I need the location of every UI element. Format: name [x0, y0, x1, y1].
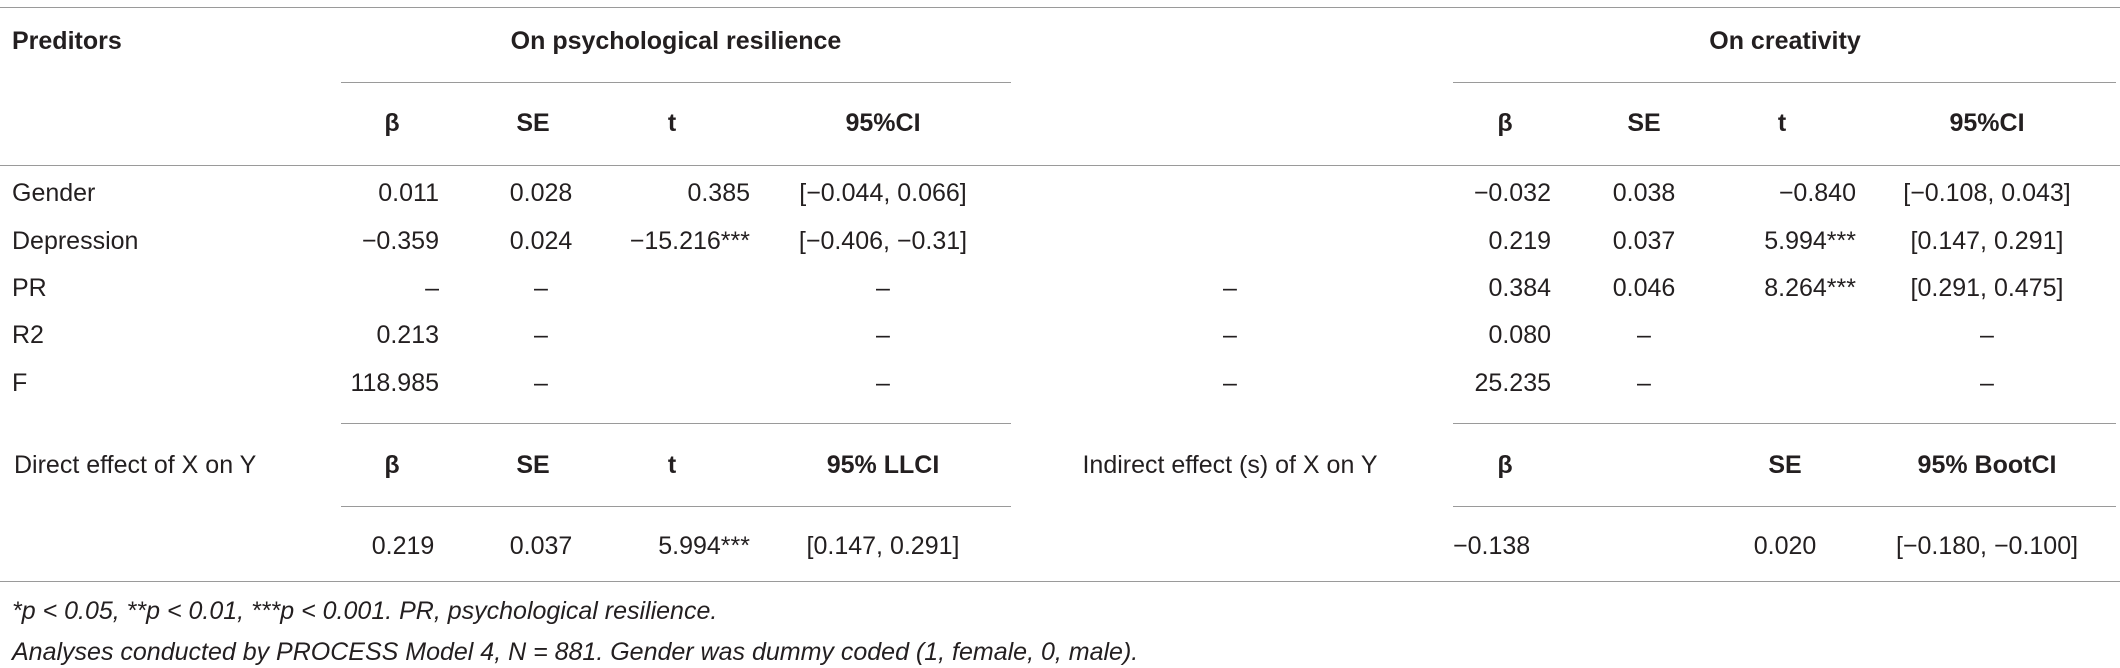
cell: –: [425, 274, 439, 302]
column-header: SE: [516, 109, 550, 137]
effect-value: [−0.180, −0.100]: [1895, 532, 2079, 560]
cell: [0.147, 0.291]: [1910, 227, 2064, 255]
effect-value: 0.020: [1753, 532, 1817, 560]
cell: 0.219: [1488, 227, 1551, 255]
row-label: F: [12, 369, 28, 397]
cell: 0.213: [376, 321, 439, 349]
effect-header: SE: [1768, 451, 1802, 479]
cell: –: [1980, 369, 1994, 397]
row-label: Depression: [12, 227, 139, 255]
rule: [1453, 506, 2116, 507]
effect-header: 95% LLCI: [826, 451, 940, 479]
effect-header: β: [384, 451, 400, 479]
effect-header: Indirect effect (s) of X on Y: [1082, 451, 1378, 479]
footnote: *p < 0.05, **p < 0.01, ***p < 0.001. PR,…: [12, 597, 718, 625]
cell: 25.235: [1474, 369, 1551, 397]
cell: 0.038: [1612, 179, 1676, 207]
column-header: β: [1497, 109, 1513, 137]
row-label: R2: [12, 321, 44, 349]
cell: 8.264***: [1764, 274, 1856, 302]
header-cell: Preditors: [12, 27, 122, 55]
cell: –: [534, 369, 548, 397]
cell: 5.994***: [1764, 227, 1856, 255]
effect-header: t: [667, 451, 677, 479]
effect-header: 95% BootCI: [1917, 451, 2057, 479]
cell: −15.216***: [629, 227, 750, 255]
cell: 0.046: [1612, 274, 1676, 302]
column-header: SE: [1627, 109, 1661, 137]
effect-header: β: [1497, 451, 1513, 479]
rule: [341, 423, 1011, 424]
cell: –: [876, 274, 890, 302]
cell: [−0.108, 0.043]: [1903, 179, 2071, 207]
rule: [1453, 82, 2116, 83]
cell: −0.840: [1778, 179, 1856, 207]
cell: 0.011: [378, 179, 439, 207]
cell: –: [1223, 321, 1237, 349]
effect-value: 5.994***: [658, 532, 750, 560]
header-cell: On creativity: [1709, 27, 1861, 55]
cell: −0.032: [1473, 179, 1551, 207]
cell: –: [876, 321, 890, 349]
rule: [0, 7, 2120, 8]
rule: [341, 506, 1011, 507]
column-header: 95%CI: [1949, 109, 2025, 137]
row-label: Gender: [12, 179, 96, 207]
column-header: t: [667, 109, 677, 137]
rule: [0, 581, 2120, 582]
effect-value: [0.147, 0.291]: [806, 532, 960, 560]
row-label: PR: [12, 274, 47, 302]
effect-value: 0.037: [509, 532, 573, 560]
footnote: Analyses conducted by PROCESS Model 4, N…: [12, 638, 1139, 666]
cell: 0.384: [1488, 274, 1551, 302]
cell: –: [1980, 321, 1994, 349]
cell: 0.385: [687, 179, 750, 207]
rule: [0, 165, 2120, 166]
header-cell: On psychological resilience: [510, 27, 842, 55]
cell: –: [1637, 369, 1651, 397]
effect-header: SE: [516, 451, 550, 479]
column-header: β: [384, 109, 400, 137]
cell: –: [1637, 321, 1651, 349]
effect-header: Direct effect of X on Y: [14, 451, 257, 479]
effect-value: −0.138: [1453, 532, 1531, 560]
cell: [−0.044, 0.066]: [799, 179, 967, 207]
rule: [341, 82, 1011, 83]
column-header: t: [1777, 109, 1787, 137]
cell: 0.080: [1488, 321, 1551, 349]
cell: 118.985: [350, 369, 439, 397]
column-header: 95%CI: [845, 109, 921, 137]
rule: [1453, 423, 2116, 424]
effect-value: 0.219: [371, 532, 435, 560]
cell: 0.028: [509, 179, 573, 207]
cell: [0.291, 0.475]: [1910, 274, 2064, 302]
cell: –: [534, 274, 548, 302]
cell: –: [534, 321, 548, 349]
cell: [−0.406, −0.31]: [798, 227, 968, 255]
cell: −0.359: [361, 227, 439, 255]
cell: 0.024: [509, 227, 573, 255]
cell: –: [876, 369, 890, 397]
cell: 0.037: [1612, 227, 1676, 255]
cell: –: [1223, 369, 1237, 397]
cell: –: [1223, 274, 1237, 302]
